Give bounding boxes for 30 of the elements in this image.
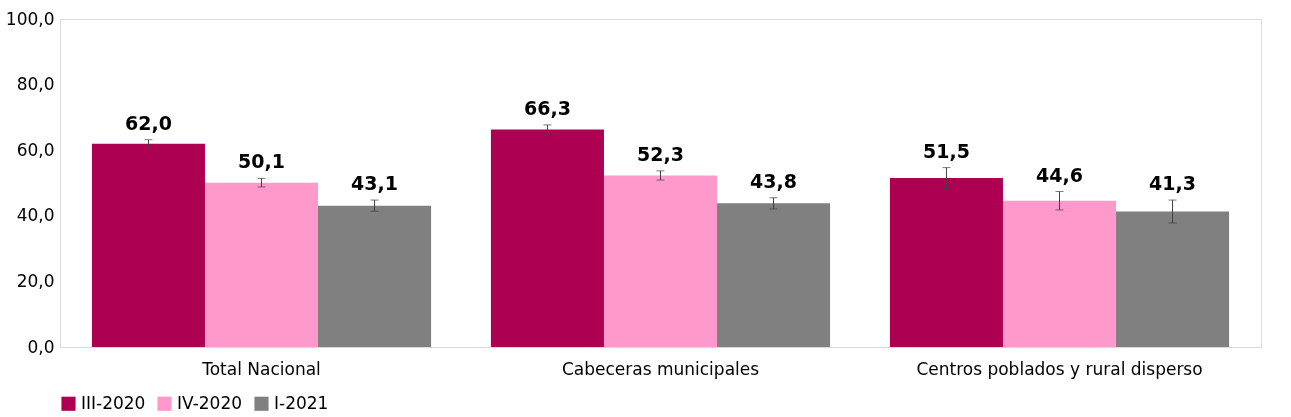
- data-label: 41,3: [1149, 172, 1196, 195]
- y-tick-label: 20,0: [16, 270, 55, 291]
- y-tick-label: 80,0: [16, 74, 55, 95]
- bar: [204, 182, 319, 347]
- x-tick-label: Cabeceras municipales: [561, 358, 760, 379]
- y-tick-label: 0,0: [27, 336, 55, 357]
- legend-label: I-2021: [274, 392, 329, 413]
- bar: [889, 178, 1003, 347]
- y-tick-label: 100,0: [5, 8, 55, 29]
- data-label: 43,1: [351, 172, 398, 195]
- legend-label: IV-2020: [177, 392, 243, 413]
- data-label: 51,5: [923, 139, 970, 162]
- data-label: 43,8: [750, 169, 797, 192]
- data-label: 66,3: [524, 96, 571, 119]
- legend-label: III-2020: [81, 392, 146, 413]
- data-label: 50,1: [238, 150, 285, 173]
- bar: [318, 205, 432, 347]
- bar: [1002, 200, 1117, 347]
- data-label: 44,6: [1036, 163, 1083, 186]
- x-tick-label: Total Nacional: [201, 358, 321, 379]
- data-label: 62,0: [125, 111, 172, 134]
- bar: [603, 175, 718, 347]
- bar: [1116, 211, 1230, 347]
- x-tick-label: Centros poblados y rural disperso: [916, 358, 1203, 379]
- y-tick-label: 60,0: [16, 139, 55, 160]
- bar: [490, 129, 604, 347]
- bar: [717, 203, 831, 347]
- data-label: 52,3: [637, 142, 684, 165]
- bar: [91, 143, 205, 347]
- y-tick-label: 40,0: [16, 205, 55, 226]
